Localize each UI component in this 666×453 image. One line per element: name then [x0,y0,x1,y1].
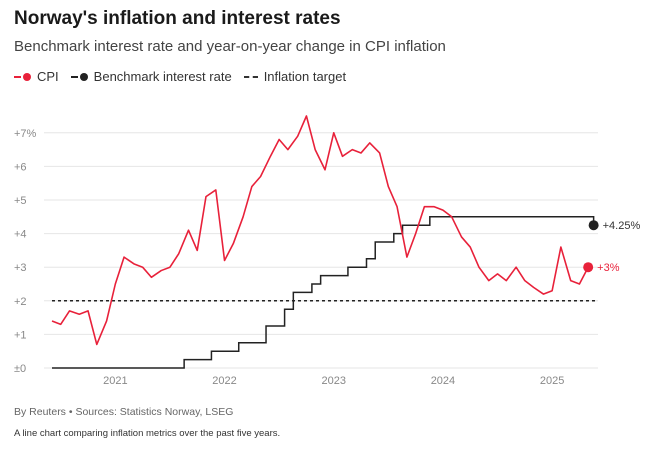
chart-subtitle: Benchmark interest rate and year-on-year… [14,38,446,55]
legend-cpi-dot-icon [23,72,31,81]
chart-title: Norway's inflation and interest rates [14,8,341,29]
legend-rate-dot-icon [79,72,88,81]
legend-target-label: Inflation target [263,69,347,84]
y-tick-label-2: +2 [14,296,27,308]
y-tick-label-0: ±0 [14,363,26,375]
interest-rate-end-label: +4.25% [603,220,641,232]
y-tick-label-4: +4 [14,229,27,241]
cpi-end-label: +3% [597,262,620,274]
x-tick-label-2022: 2022 [212,375,236,387]
chart-caption: A line chart comparing inflation metrics… [14,428,281,439]
x-tick-label-2024: 2024 [431,375,455,387]
legend: CPI Benchmark interest rate Inflation ta… [14,69,358,84]
legend-target-dash-icon [243,75,258,78]
series-cpi-line [51,115,589,346]
y-tick-label-5: +5 [14,195,27,207]
legend-cpi-label: CPI [37,69,59,84]
y-tick-label-3: +3 [14,262,27,274]
legend-item-cpi: CPI [14,69,59,84]
x-tick-label-2023: 2023 [321,375,345,387]
interest-rate-end-point [588,220,599,231]
cpi-end-point [583,262,594,273]
legend-item-rate: Benchmark interest rate [70,69,232,84]
legend-item-target: Inflation target [243,69,347,84]
legend-cpi-line [14,75,21,78]
source-note: By Reuters • Sources: Statistics Norway,… [14,406,234,418]
legend-rate-label: Benchmark interest rate [93,69,232,84]
x-tick-label-2021: 2021 [103,375,127,387]
y-tick-label-7: +7% [14,128,37,140]
y-tick-label-1: +1 [14,329,27,341]
chart-plot: ±0 +1 +2 +3 +4 +5 +6 +7% 2021 2022 2023 2024 2025 +4.… [14,115,641,387]
series-interest-rate-line [52,216,595,369]
y-tick-label-6: +6 [14,161,27,173]
legend-rate-line [70,75,78,78]
x-tick-label-2025: 2025 [540,375,564,387]
